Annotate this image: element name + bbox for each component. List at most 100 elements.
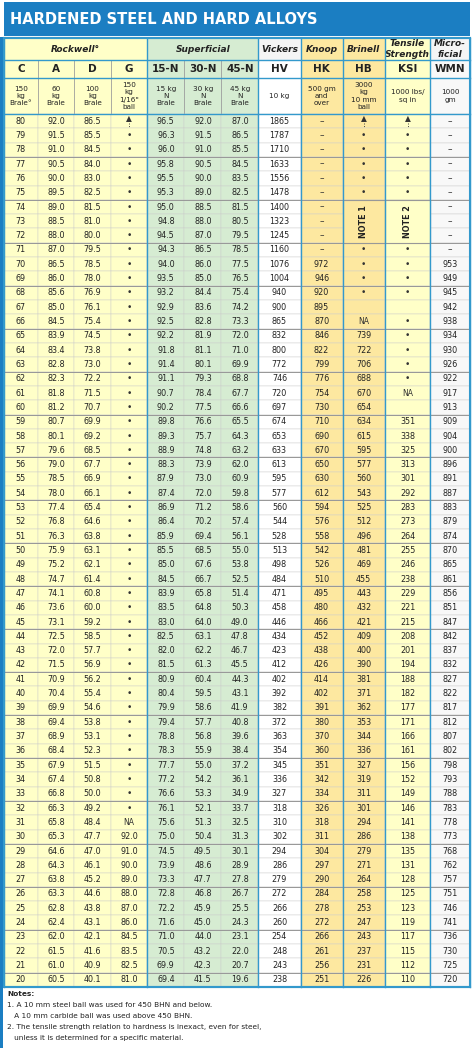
- Text: –: –: [448, 245, 453, 255]
- Bar: [111, 643, 147, 658]
- Bar: [258, 672, 301, 686]
- Text: 66.6: 66.6: [231, 402, 249, 412]
- Bar: [184, 686, 221, 701]
- Text: •: •: [127, 445, 132, 455]
- Bar: [38, 887, 74, 901]
- Bar: [343, 715, 385, 729]
- Text: •: •: [127, 288, 132, 298]
- Text: 15 kg
N
Brale: 15 kg N Brale: [155, 86, 176, 106]
- Text: 81.5: 81.5: [157, 660, 174, 670]
- Text: 59.5: 59.5: [194, 690, 212, 698]
- Text: 79.3: 79.3: [194, 374, 212, 384]
- Bar: [111, 658, 147, 672]
- Bar: [38, 672, 74, 686]
- Bar: [38, 78, 74, 114]
- Text: 92.2: 92.2: [157, 331, 175, 341]
- Text: 74.8: 74.8: [194, 445, 212, 455]
- Text: 73.6: 73.6: [47, 604, 65, 612]
- Bar: [184, 458, 221, 472]
- Text: 156: 156: [400, 761, 415, 769]
- Text: 61.5: 61.5: [47, 946, 65, 956]
- Bar: [301, 916, 343, 930]
- Text: 62.2: 62.2: [194, 647, 212, 655]
- Bar: [4, 558, 38, 572]
- Text: 68.5: 68.5: [84, 445, 101, 455]
- Bar: [343, 329, 385, 343]
- Text: 615: 615: [356, 432, 371, 440]
- Text: 351: 351: [314, 761, 329, 769]
- Bar: [301, 844, 343, 858]
- Text: 52.5: 52.5: [231, 574, 249, 584]
- Bar: [385, 701, 430, 715]
- Text: 60.4: 60.4: [194, 675, 211, 683]
- Bar: [74, 701, 111, 715]
- Bar: [74, 257, 111, 271]
- Text: 1004: 1004: [270, 275, 290, 283]
- Bar: [74, 601, 111, 615]
- Bar: [301, 744, 343, 758]
- Text: 68.8: 68.8: [231, 374, 249, 384]
- Bar: [258, 200, 301, 214]
- Bar: [343, 729, 385, 744]
- Bar: [343, 114, 385, 128]
- Text: 44.0: 44.0: [194, 933, 211, 941]
- Bar: [111, 916, 147, 930]
- Bar: [184, 114, 221, 128]
- Text: 73.1: 73.1: [47, 617, 65, 627]
- Bar: [38, 314, 74, 329]
- Text: 201: 201: [400, 647, 415, 655]
- Bar: [111, 629, 147, 643]
- Bar: [258, 658, 301, 672]
- Text: 78.8: 78.8: [157, 733, 174, 741]
- Text: •: •: [127, 604, 132, 612]
- Bar: [74, 958, 111, 973]
- Bar: [258, 572, 301, 586]
- Bar: [111, 930, 147, 944]
- Bar: [111, 887, 147, 901]
- Text: 45.9: 45.9: [194, 903, 212, 913]
- Text: 278: 278: [314, 903, 329, 913]
- Bar: [258, 386, 301, 400]
- Text: 40.8: 40.8: [231, 718, 249, 726]
- Text: 266: 266: [314, 933, 329, 941]
- Bar: [74, 214, 111, 228]
- Bar: [301, 873, 343, 887]
- Text: 402: 402: [272, 675, 287, 683]
- Bar: [258, 787, 301, 801]
- Text: 45.5: 45.5: [231, 660, 249, 670]
- Bar: [74, 114, 111, 128]
- Bar: [343, 672, 385, 686]
- Bar: [343, 78, 385, 114]
- Text: 498: 498: [272, 561, 287, 569]
- Text: •: •: [127, 460, 132, 470]
- Text: 15-N: 15-N: [152, 64, 180, 74]
- Bar: [184, 286, 221, 300]
- Text: 94.8: 94.8: [157, 217, 174, 225]
- Bar: [111, 729, 147, 744]
- Text: 53.8: 53.8: [84, 718, 101, 726]
- Bar: [385, 586, 430, 601]
- Bar: [221, 228, 258, 243]
- Bar: [385, 887, 430, 901]
- Bar: [4, 243, 38, 257]
- Bar: [385, 372, 430, 386]
- Text: 81.5: 81.5: [231, 202, 249, 212]
- Bar: [258, 314, 301, 329]
- Text: 150
kg
Brale°: 150 kg Brale°: [9, 86, 32, 106]
- Text: 75.6: 75.6: [157, 817, 175, 827]
- Text: 3000
kg
10 mm
ball: 3000 kg 10 mm ball: [351, 82, 376, 110]
- Bar: [38, 458, 74, 472]
- Bar: [147, 400, 184, 415]
- Bar: [38, 830, 74, 844]
- Text: 79: 79: [16, 131, 26, 140]
- Text: 63: 63: [16, 359, 26, 369]
- Text: 25: 25: [16, 903, 26, 913]
- Bar: [343, 944, 385, 958]
- Text: NA: NA: [358, 316, 369, 326]
- Text: •: •: [361, 288, 366, 298]
- Text: 59.2: 59.2: [83, 617, 101, 627]
- Text: 481: 481: [356, 546, 371, 555]
- Bar: [430, 60, 470, 78]
- Bar: [147, 701, 184, 715]
- Bar: [301, 228, 343, 243]
